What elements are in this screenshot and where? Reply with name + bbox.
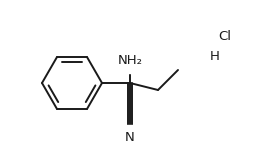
Text: N: N xyxy=(125,131,135,144)
Text: H: H xyxy=(210,50,220,64)
Text: NH₂: NH₂ xyxy=(118,54,142,67)
Text: Cl: Cl xyxy=(218,31,231,44)
